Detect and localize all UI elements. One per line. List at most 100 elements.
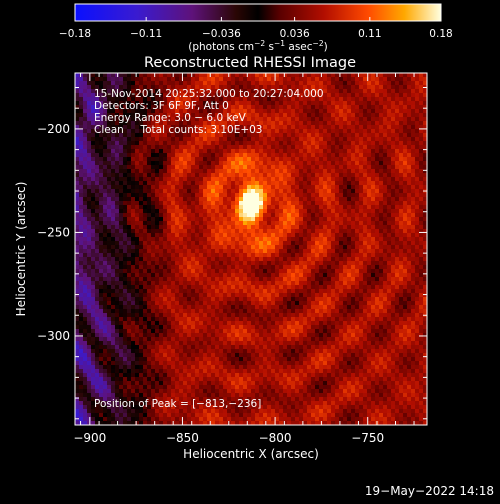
- heatmap-cell: [323, 277, 328, 282]
- heatmap-cell: [171, 201, 176, 206]
- heatmap-cell: [383, 201, 388, 206]
- heatmap-cell: [379, 249, 384, 254]
- heatmap-cell: [227, 137, 232, 142]
- heatmap-cell: [103, 137, 108, 142]
- heatmap-cell: [259, 297, 264, 302]
- heatmap-cell: [291, 289, 296, 294]
- heatmap-cell: [163, 73, 168, 78]
- heatmap-cell: [291, 221, 296, 226]
- heatmap-cell: [119, 265, 124, 270]
- heatmap-cell: [167, 229, 172, 234]
- heatmap-cell: [315, 221, 320, 226]
- heatmap-cell: [211, 285, 216, 290]
- heatmap-cell: [395, 289, 400, 294]
- heatmap-cell: [123, 257, 128, 262]
- heatmap-cell: [155, 297, 160, 302]
- heatmap-cell: [359, 277, 364, 282]
- heatmap-cell: [363, 133, 368, 138]
- heatmap-cell: [331, 173, 336, 178]
- heatmap-cell: [219, 233, 224, 238]
- heatmap-cell: [295, 81, 300, 86]
- heatmap-cell: [263, 173, 268, 178]
- heatmap-cell: [367, 217, 372, 222]
- heatmap-cell: [83, 117, 88, 122]
- heatmap-cell: [219, 145, 224, 150]
- heatmap-cell: [247, 281, 252, 286]
- heatmap-cell: [371, 141, 376, 146]
- heatmap-cell: [383, 269, 388, 274]
- heatmap-cell: [207, 253, 212, 258]
- heatmap-cell: [399, 101, 404, 106]
- heatmap-cell: [155, 261, 160, 266]
- heatmap-cell: [403, 269, 408, 274]
- heatmap-cell: [139, 201, 144, 206]
- heatmap-cell: [79, 269, 84, 274]
- heatmap-cell: [79, 165, 84, 170]
- heatmap-cell: [303, 81, 308, 86]
- heatmap-cell: [323, 113, 328, 118]
- heatmap-cell: [299, 281, 304, 286]
- heatmap-cell: [315, 237, 320, 242]
- heatmap-cell: [407, 277, 412, 282]
- heatmap-cell: [155, 269, 160, 274]
- heatmap-cell: [419, 245, 424, 250]
- heatmap-cell: [219, 141, 224, 146]
- heatmap-cell: [227, 245, 232, 250]
- heatmap-cell: [167, 173, 172, 178]
- heatmap-cell: [335, 97, 340, 102]
- heatmap-cell: [323, 229, 328, 234]
- heatmap-cell: [255, 205, 260, 210]
- heatmap-cell: [243, 237, 248, 242]
- heatmap-cell: [411, 129, 416, 134]
- heatmap-cell: [143, 189, 148, 194]
- heatmap-cell: [203, 297, 208, 302]
- heatmap-cell: [203, 193, 208, 198]
- heatmap-cell: [399, 77, 404, 82]
- heatmap-cell: [143, 281, 148, 286]
- heatmap-cell: [159, 277, 164, 282]
- heatmap-cell: [111, 141, 116, 146]
- heatmap-cell: [95, 237, 100, 242]
- heatmap-cell: [143, 241, 148, 246]
- heatmap-cell: [411, 253, 416, 258]
- heatmap-cell: [155, 253, 160, 258]
- heatmap-cell: [275, 173, 280, 178]
- heatmap-cell: [107, 165, 112, 170]
- heatmap-cell: [159, 233, 164, 238]
- heatmap-cell: [407, 149, 412, 154]
- heatmap-cell: [279, 245, 284, 250]
- heatmap-cell: [235, 281, 240, 286]
- heatmap-cell: [371, 229, 376, 234]
- heatmap-cell: [183, 77, 188, 82]
- heatmap-cell: [79, 181, 84, 186]
- heatmap-cell: [75, 133, 80, 138]
- heatmap-cell: [331, 241, 336, 246]
- heatmap-cell: [271, 145, 276, 150]
- heatmap-cell: [267, 145, 272, 150]
- heatmap-cell: [375, 177, 380, 182]
- heatmap-cell: [179, 241, 184, 246]
- heatmap-cell: [359, 193, 364, 198]
- heatmap-cell: [251, 153, 256, 158]
- heatmap-cell: [135, 225, 140, 230]
- heatmap-cell: [311, 181, 316, 186]
- heatmap-cell: [167, 277, 172, 282]
- heatmap-cell: [339, 229, 344, 234]
- heatmap-cell: [179, 209, 184, 214]
- heatmap-cell: [415, 173, 420, 178]
- heatmap-cell: [335, 201, 340, 206]
- heatmap-cell: [87, 229, 92, 234]
- heatmap-cell: [199, 269, 204, 274]
- heatmap-cell: [259, 237, 264, 242]
- heatmap-cell: [295, 73, 300, 78]
- heatmap-cell: [231, 245, 236, 250]
- heatmap-cell: [331, 109, 336, 114]
- heatmap-cell: [419, 97, 424, 102]
- heatmap-cell: [351, 97, 356, 102]
- heatmap-cell: [267, 157, 272, 162]
- heatmap-cell: [383, 205, 388, 210]
- heatmap-cell: [363, 261, 368, 266]
- heatmap-cell: [403, 101, 408, 106]
- heatmap-cell: [179, 141, 184, 146]
- heatmap-cell: [239, 289, 244, 294]
